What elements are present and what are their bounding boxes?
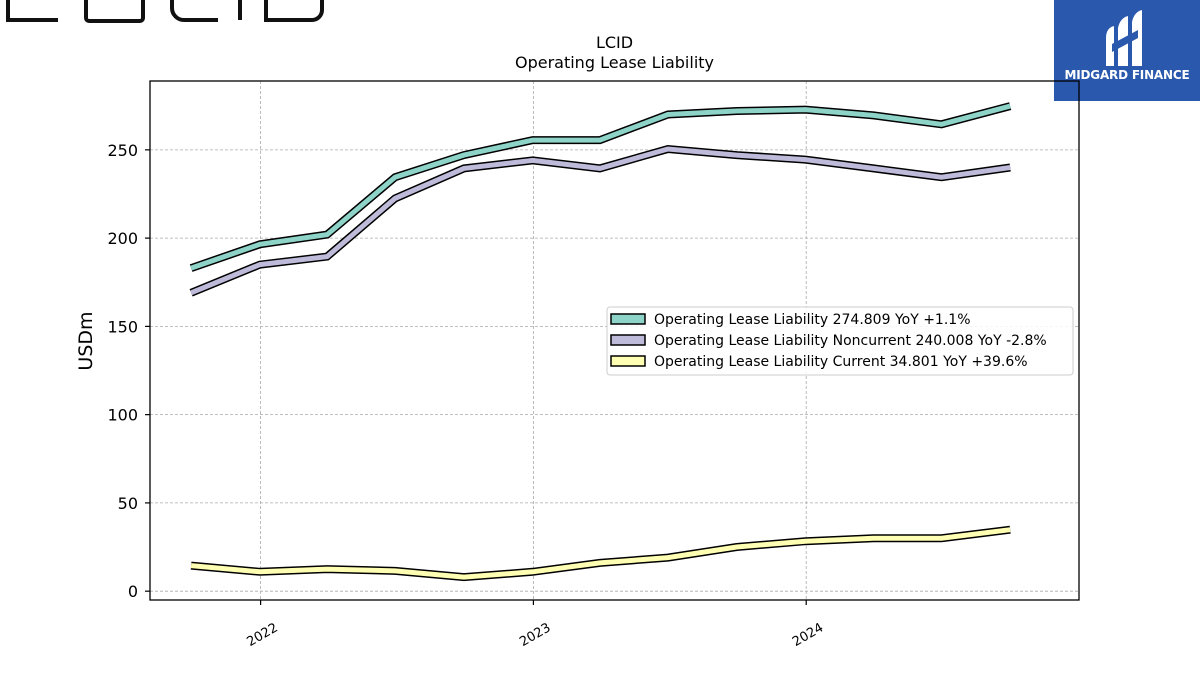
series-line bbox=[190, 146, 1011, 296]
series-3 bbox=[190, 525, 1011, 582]
y-tick-label: 0 bbox=[128, 582, 138, 601]
x-axis: 2022 2023 2024 bbox=[244, 600, 826, 650]
legend-swatch bbox=[610, 355, 646, 367]
x-tick-label: 2023 bbox=[517, 620, 553, 650]
grid-lines bbox=[150, 81, 1079, 600]
y-axis: 0 50 100 150 200 250 bbox=[107, 141, 150, 601]
y-tick-label: 250 bbox=[107, 141, 138, 160]
series-1 bbox=[189, 102, 1012, 272]
series-line bbox=[190, 527, 1011, 580]
y-tick-label: 150 bbox=[107, 317, 138, 336]
y-tick-label: 200 bbox=[107, 229, 138, 248]
midgard-finance-wordmark: MIDGARD FINANCE bbox=[1064, 68, 1190, 82]
legend-entry-label: Operating Lease Liability 274.809 YoY +1… bbox=[654, 312, 971, 328]
midgard-finance-logo: MIDGARD FINANCE bbox=[1054, 0, 1200, 101]
y-tick-label: 50 bbox=[118, 494, 138, 513]
midgard-emblem-icon bbox=[1106, 10, 1142, 66]
chart-title: LCID bbox=[596, 33, 633, 52]
legend-swatch bbox=[610, 313, 646, 325]
legend-entry-label: Operating Lease Liability Noncurrent 240… bbox=[654, 333, 1047, 349]
chart-subtitle: Operating Lease Liability bbox=[515, 53, 714, 72]
legend: Operating Lease Liability 274.809 YoY +1… bbox=[606, 306, 1074, 376]
y-tick-label: 100 bbox=[107, 406, 138, 425]
legend-swatch bbox=[610, 334, 646, 346]
x-tick-label: 2022 bbox=[244, 620, 280, 650]
series-line-outline bbox=[189, 102, 1012, 272]
series-layer bbox=[189, 102, 1012, 582]
x-tick-label: 2024 bbox=[790, 620, 826, 650]
legend-entry-label: Operating Lease Liability Current 34.801… bbox=[654, 354, 1028, 370]
series-line bbox=[190, 103, 1011, 271]
legend-box bbox=[606, 306, 1074, 376]
lucid-logo bbox=[6, 0, 324, 23]
plot-frame bbox=[149, 80, 1080, 601]
y-axis-label: USDm bbox=[75, 311, 97, 370]
series-2 bbox=[189, 144, 1011, 297]
